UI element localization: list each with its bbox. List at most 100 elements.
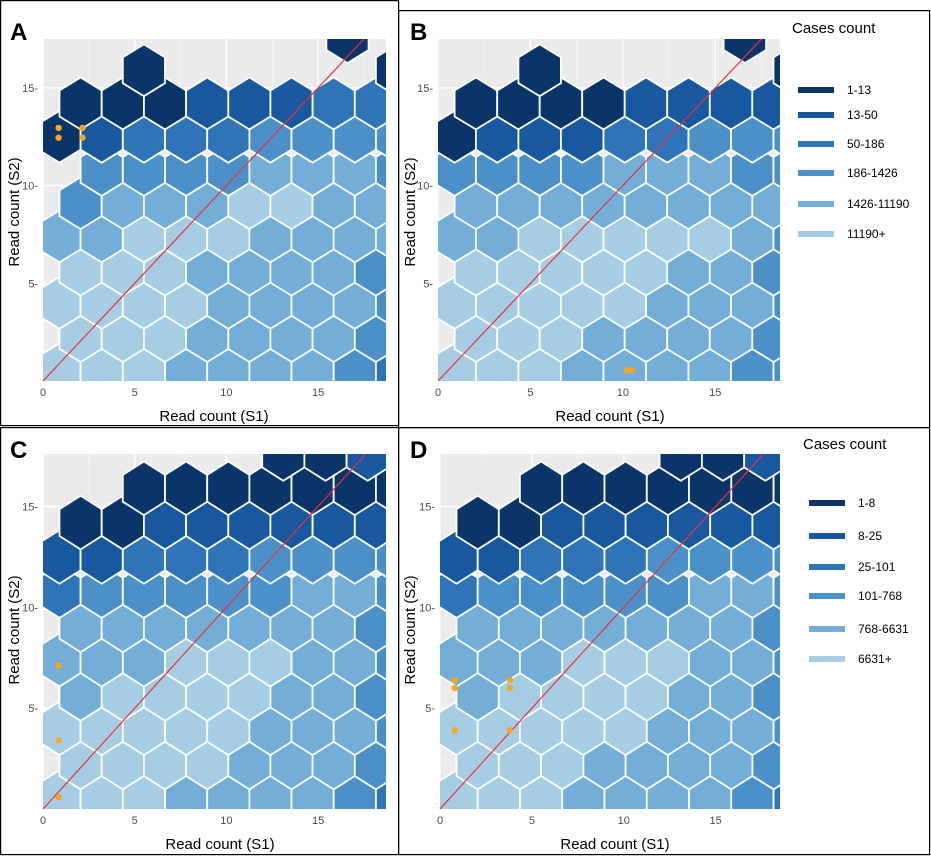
legend-swatch-d-1 bbox=[809, 500, 845, 506]
highlight-point bbox=[79, 134, 86, 141]
highlight-point bbox=[451, 727, 458, 734]
legend-label-d-5: 768-6631 bbox=[858, 622, 909, 636]
highlight-point bbox=[506, 684, 514, 692]
hex-bin bbox=[772, 52, 780, 89]
y-axis-title-c: Read count (S2) bbox=[6, 575, 23, 684]
identity-line bbox=[437, 38, 762, 382]
hex-bin bbox=[397, 310, 439, 362]
highlight-point bbox=[55, 134, 62, 141]
hexbin-plot-d: 0 5 10 15 5- 10- 15- bbox=[419, 453, 931, 827]
hexbin-plot-c: 0 5 10 15 5- 10- 15- bbox=[22, 453, 386, 827]
legend-b: Cases count 1-13 13-50 50-186 186-1426 1… bbox=[792, 20, 910, 241]
hex-layer-c bbox=[43, 454, 386, 809]
x-tick-label: 15 bbox=[709, 387, 721, 399]
hex-bin bbox=[879, 496, 921, 550]
x-tick-label: 5 bbox=[529, 815, 535, 827]
legend-swatch-b-6 bbox=[798, 231, 834, 237]
hex-bin bbox=[837, 244, 880, 296]
highlight-point bbox=[628, 367, 636, 374]
hex-bin bbox=[879, 667, 921, 721]
x-tick-label: 10 bbox=[220, 387, 232, 399]
legend-label-d-1: 1-8 bbox=[858, 496, 876, 510]
x-tick-label: 0 bbox=[40, 815, 46, 827]
y-tick-label: 10- bbox=[417, 181, 433, 193]
highlight-point bbox=[55, 793, 62, 801]
y-axis-title-b: Read count (S2) bbox=[402, 157, 419, 266]
legend-swatch-b-1 bbox=[798, 87, 834, 93]
hex-bin bbox=[859, 343, 902, 395]
highlight-point bbox=[55, 662, 62, 669]
hex-bin bbox=[900, 702, 931, 756]
hex-bin bbox=[880, 244, 923, 296]
legend-label-d-2: 8-25 bbox=[858, 529, 882, 543]
x-tick-label: 15 bbox=[312, 815, 324, 827]
hex-layer-a bbox=[43, 39, 439, 381]
hex-bin bbox=[743, 454, 780, 482]
hex-bin bbox=[772, 572, 780, 610]
legend-swatch-d-6 bbox=[809, 656, 845, 662]
y-tick-label: 5- bbox=[28, 278, 38, 290]
x-tick-label: 0 bbox=[435, 387, 441, 399]
legend-label-b-4: 186-1426 bbox=[847, 166, 898, 180]
x-tick-label: 0 bbox=[437, 815, 443, 827]
x-tick-label: 15 bbox=[312, 387, 324, 399]
hex-bin bbox=[837, 310, 880, 362]
x-axis-title-b: Read count (S1) bbox=[555, 408, 664, 425]
panel-letter-d: D bbox=[410, 437, 427, 464]
identity-line bbox=[42, 453, 367, 810]
x-tick-label: 0 bbox=[40, 387, 46, 399]
hexbin-plot-b: 0 5 10 15 5- 10- 15- bbox=[417, 38, 931, 399]
y-tick-label: 15- bbox=[419, 501, 435, 513]
x-tick-label: 5 bbox=[527, 387, 533, 399]
hex-bin bbox=[374, 50, 386, 91]
y-tick-label: 15- bbox=[417, 83, 433, 95]
legend-label-d-3: 25-101 bbox=[858, 560, 896, 574]
x-tick-label: 5 bbox=[132, 815, 138, 827]
hex-bin bbox=[816, 343, 859, 395]
legend-swatch-b-4 bbox=[798, 170, 834, 176]
legend-swatch-b-3 bbox=[798, 141, 834, 147]
identity-line bbox=[439, 453, 764, 810]
panel-letter-a: A bbox=[10, 19, 27, 46]
hex-bin bbox=[837, 736, 879, 790]
panel-frame-d bbox=[398, 427, 931, 856]
hex-bin bbox=[859, 277, 902, 329]
legend-label-b-6: 11190+ bbox=[847, 227, 886, 241]
highlight-point bbox=[79, 124, 86, 132]
hex-bin bbox=[517, 43, 562, 98]
hex-bin bbox=[900, 564, 931, 618]
hex-bin bbox=[816, 770, 858, 824]
legend-swatch-d-5 bbox=[809, 626, 845, 632]
highlight-point bbox=[623, 367, 630, 374]
hex-bin bbox=[816, 462, 858, 516]
hex-bin bbox=[837, 667, 879, 721]
hex-bin bbox=[880, 310, 923, 362]
highlight-point bbox=[451, 684, 458, 692]
hex-bin bbox=[121, 43, 166, 98]
hex-bin bbox=[772, 151, 780, 188]
legend-swatch-d-4 bbox=[809, 593, 845, 599]
x-axis-title-d: Read count (S1) bbox=[560, 836, 669, 853]
legend-label-b-1: 1-13 bbox=[847, 83, 871, 97]
hex-layer-b bbox=[438, 39, 931, 395]
hex-bin bbox=[901, 210, 931, 262]
hex-bin bbox=[816, 702, 858, 756]
legend-label-b-5: 1426-11190 bbox=[847, 197, 910, 211]
panel-letter-b: B bbox=[410, 19, 427, 46]
highlight-point bbox=[55, 737, 62, 744]
x-axis-title-c: Read count (S1) bbox=[165, 836, 274, 853]
hex-bin bbox=[795, 244, 838, 296]
legend-title-d: Cases count bbox=[803, 436, 887, 453]
x-tick-label: 10 bbox=[618, 815, 630, 827]
y-tick-label: 10- bbox=[22, 602, 38, 614]
hexbin-plot-a: 0 5 10 15 5- 10- 15- bbox=[22, 38, 439, 399]
hex-bin bbox=[901, 144, 931, 196]
hex-bin bbox=[345, 454, 386, 482]
hex-bin bbox=[901, 277, 931, 329]
y-tick-label: 10- bbox=[419, 602, 435, 614]
y-axis-title-d: Read count (S2) bbox=[402, 575, 419, 684]
highlight-point bbox=[451, 676, 458, 684]
hex-bin bbox=[374, 467, 386, 510]
y-tick-label: 15- bbox=[22, 83, 38, 95]
